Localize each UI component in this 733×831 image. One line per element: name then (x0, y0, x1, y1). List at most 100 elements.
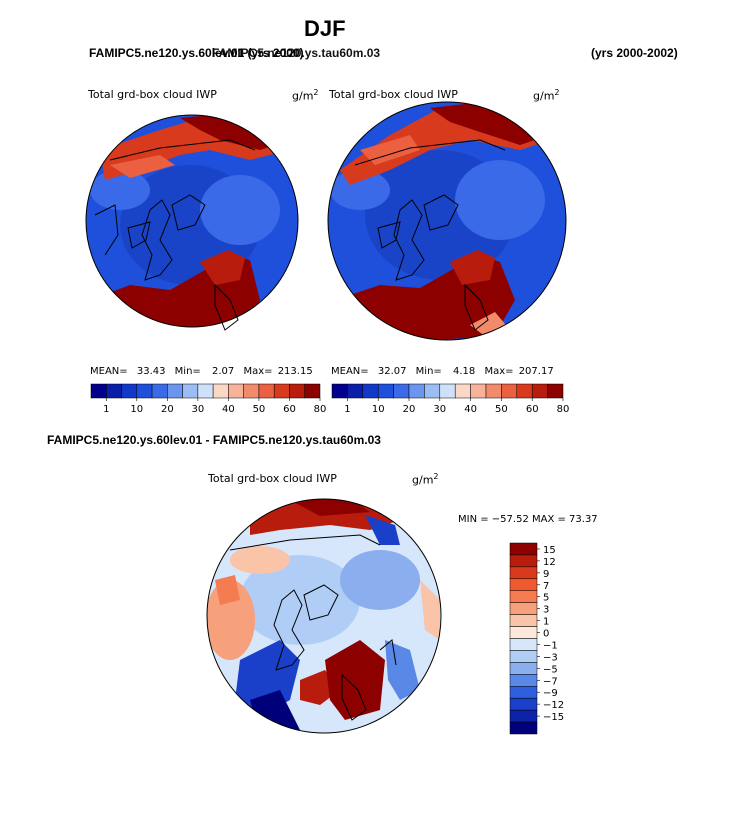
panel1-stats: MEAN= 33.43 Min= 2.07 Max= 213.15 (90, 366, 313, 377)
panel2-mean-label: MEAN= (331, 366, 369, 377)
diff-units-exp: 2 (433, 472, 439, 481)
panel2-colorbar-tick-label: 40 (464, 404, 477, 415)
case-b-title: FAMIPC5.ne120.ys.tau60m.03 (212, 46, 381, 60)
diff-colorbar-swatch (509, 709, 538, 723)
diff-colorbar-swatch (509, 674, 538, 687)
panel1-colorbar-swatch (106, 383, 122, 399)
panel1-map (85, 114, 299, 331)
diff-colorbar-swatch (509, 721, 538, 735)
panel1-colorbar-swatch (151, 383, 168, 399)
panel1-mean-value: 33.43 (136, 366, 166, 377)
season-title: DJF (304, 16, 346, 41)
panel1-colorbar-tick-label: 40 (222, 404, 235, 415)
panel2-stats: MEAN= 32.07 Min= 4.18 Max= 207.17 (331, 366, 554, 377)
panel2-colorbar-swatch (424, 383, 441, 399)
panel1-colorbar-swatch (197, 383, 214, 399)
diff-colorbar-swatch (509, 554, 538, 568)
panel2-colorbar-swatch (393, 383, 410, 399)
panel2-colorbar-swatch (470, 383, 487, 399)
panel2-colorbar-tick-label: 20 (403, 404, 416, 415)
panel2-colorbar-tick-label: 30 (433, 404, 446, 415)
diff-colorbar-swatch (509, 614, 538, 627)
diff-colorbar-swatch (509, 686, 538, 699)
panel2-units: g/m2 (533, 88, 560, 103)
panel2-colorbar-swatch (331, 383, 348, 399)
diff-colorbar-tick-label: −12 (543, 700, 564, 711)
panel2-colorbar-swatch (516, 383, 533, 399)
diff-colorbar-swatch (509, 650, 538, 663)
panel1-colorbar-tick-label: 80 (314, 404, 327, 415)
diff-title: FAMIPC5.ne120.ys.60lev.01 - FAMIPC5.ne12… (47, 433, 381, 447)
panel1-colorbar-swatch (258, 383, 275, 399)
panel1-colorbar-swatch (167, 383, 183, 399)
diff-colorbar-swatch (509, 602, 538, 615)
panel2-colorbar-tick-label: 80 (557, 404, 570, 415)
panel2-colorbar-swatch (454, 383, 471, 399)
diff-colorbar-tick-label: 0 (543, 629, 549, 640)
case-b-years: (yrs 2000-2002) (591, 46, 678, 60)
panel2-colorbar: 1 10 20 30 40 50 60 80 (331, 383, 570, 415)
diff-colorbar-tick-label: 15 (543, 545, 556, 556)
panel1-field-title: Total grd-box cloud IWP (88, 88, 217, 101)
panel1-max-value: 213.15 (277, 366, 313, 377)
panel1-colorbar-swatch (289, 383, 305, 399)
diff-colorbar-swatch (509, 578, 538, 591)
panel1-colorbar-swatch (228, 383, 244, 399)
panel1-colorbar-swatch (121, 383, 138, 399)
panel2-units-text: g/m (533, 89, 555, 103)
panel2-colorbar-swatch (362, 383, 379, 399)
panel2-colorbar-swatch (439, 383, 456, 399)
panel1-mean-label: MEAN= (90, 366, 128, 377)
panel1-colorbar: 1 10 20 30 40 50 60 80 (90, 383, 327, 415)
diff-colorbar-tick-label: 1 (543, 617, 549, 628)
diff-colorbar-swatch (509, 626, 538, 639)
diff-units-text: g/m (412, 473, 434, 487)
panel2-colorbar-tick-label: 50 (495, 404, 508, 415)
diff-colorbar-tick-label: 12 (543, 557, 556, 568)
panel1-units: g/m2 (292, 88, 319, 103)
diff-colorbar-tick-label: 5 (543, 593, 549, 604)
panel2-colorbar-tick-label: 10 (372, 404, 385, 415)
diff-colorbar-tick-label: −7 (543, 676, 558, 687)
diff-colorbar-tick-label: 3 (543, 605, 549, 616)
panel1-colorbar-swatch (136, 383, 153, 399)
panel1-min-value: 2.07 (211, 366, 235, 377)
panel1-max-label: Max= (243, 366, 273, 377)
case-a-name: FAMIPC5.ne120.ys.60lev.01 (89, 46, 245, 60)
diff-colorbar-swatch (509, 638, 538, 651)
panel2-colorbar-swatch (547, 383, 564, 399)
panel1-colorbar-swatch (273, 383, 290, 399)
diff-colorbar-tick-label: 9 (543, 569, 549, 580)
panel1-colorbar-tick-label: 60 (283, 404, 296, 415)
diff-colorbar-swatch (509, 662, 538, 675)
diff-colorbar-tick-label: −9 (543, 688, 558, 699)
panel1-colorbar-tick-label: 20 (161, 404, 174, 415)
diff-colorbar-swatch (509, 566, 538, 580)
panel1-colorbar-swatch (182, 383, 199, 399)
diff-minmax: MIN = −57.52 MAX = 73.37 (458, 514, 598, 525)
diff-colorbar-tick-label: 7 (543, 581, 549, 592)
panel2-colorbar-swatch (408, 383, 425, 399)
panel2-min-value: 4.18 (452, 366, 476, 377)
case-a-years: (yrs 2000) (247, 46, 304, 60)
diff-units: g/m2 (412, 472, 439, 487)
panel2-colorbar-swatch (377, 383, 394, 399)
panel2-map (327, 101, 567, 341)
diff-colorbar-swatch (509, 697, 538, 711)
panel1-units-text: g/m (292, 89, 314, 103)
case-a-title: FAMIPC5.ne120.ys.60lev.01 (yrs 2000) (89, 46, 304, 60)
panel2-mean-value: 32.07 (377, 366, 407, 377)
diff-colorbar-tick-label: −15 (543, 712, 564, 723)
panel2-colorbar-swatch (347, 383, 364, 399)
panel2-units-exp: 2 (554, 88, 560, 97)
panel1-colorbar-tick-label: 1 (103, 404, 109, 415)
diff-map (206, 498, 442, 734)
panel2-colorbar-tick-label: 60 (526, 404, 539, 415)
panel1-colorbar-swatch (243, 383, 260, 399)
panel2-field-title: Total grd-box cloud IWP (329, 88, 458, 101)
panel2-colorbar-swatch (485, 383, 502, 399)
panel2-colorbar-swatch (531, 383, 548, 399)
panel1-colorbar-swatch (90, 383, 107, 399)
